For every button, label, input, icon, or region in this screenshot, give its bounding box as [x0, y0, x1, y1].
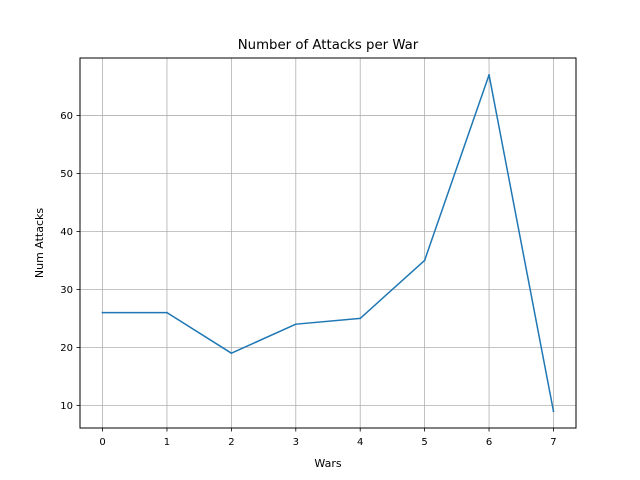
- y-ticks: 10 20 30 40 50 60: [60, 111, 80, 412]
- x-tick-label: 3: [293, 437, 299, 448]
- x-tick-label: 2: [228, 437, 234, 448]
- x-tick-label: 4: [357, 437, 363, 448]
- grid: [80, 58, 576, 428]
- y-tick-label: 60: [60, 111, 73, 122]
- data-point: [166, 311, 168, 314]
- y-tick-label: 20: [60, 343, 73, 354]
- data-point: [101, 311, 104, 314]
- data-point: [552, 410, 555, 412]
- x-axis-label: Wars: [314, 457, 341, 470]
- series-layer: [101, 74, 555, 413]
- data-point: [294, 323, 297, 325]
- x-tick-label: 1: [164, 437, 170, 448]
- y-tick-label: 40: [60, 227, 73, 238]
- x-tick-label: 6: [486, 437, 492, 448]
- x-tick-label: 0: [99, 437, 105, 448]
- y-tick-label: 10: [60, 401, 73, 412]
- data-point: [423, 259, 426, 262]
- data-point: [230, 352, 233, 354]
- y-tick-label: 50: [60, 169, 73, 180]
- x-tick-label: 5: [421, 437, 427, 448]
- data-point: [359, 317, 362, 320]
- plot-frame: [79, 57, 577, 429]
- series-line: [101, 74, 555, 413]
- x-ticks: 0 1 2 3 4 5 6 7: [99, 428, 557, 448]
- data-point: [488, 74, 490, 76]
- x-tick-label: 7: [550, 437, 556, 448]
- y-tick-label: 30: [60, 285, 73, 296]
- y-axis-label: Num Attacks: [33, 208, 46, 279]
- chart-title: Number of Attacks per War: [238, 38, 419, 53]
